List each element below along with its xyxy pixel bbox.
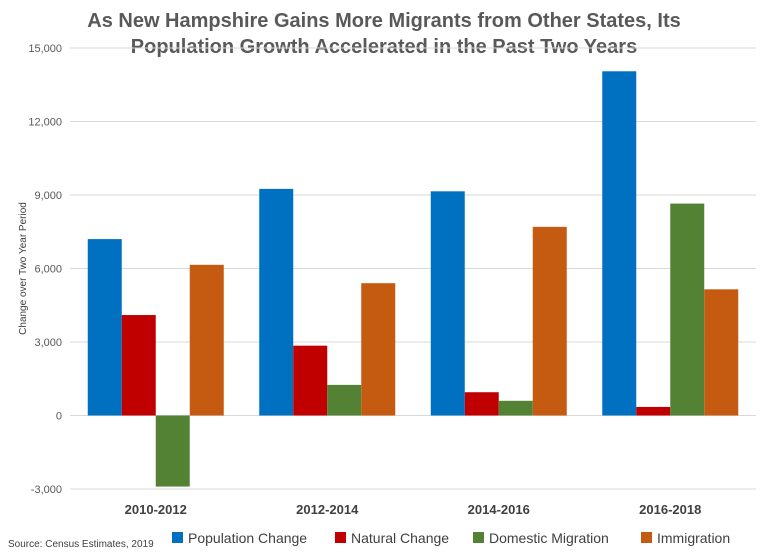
chart-title-line-1: As New Hampshire Gains More Migrants fro… — [87, 10, 681, 32]
bar-immigration-2016-2018 — [704, 289, 739, 416]
y-tick-label: 12,000 — [28, 117, 62, 129]
y-tick-label: 15,000 — [28, 43, 62, 55]
bar-domestic-migration-2014-2016 — [498, 400, 533, 416]
bar-immigration-2014-2016 — [532, 226, 567, 416]
legend-label: Natural Change — [351, 530, 449, 546]
bar-domestic-migration-2016-2018 — [670, 203, 705, 416]
bar-natural-change-2014-2016 — [464, 392, 499, 416]
y-tick-label: 6,000 — [34, 264, 62, 276]
y-tick-label: 3,000 — [34, 337, 62, 349]
x-tick-label: 2012-2014 — [296, 502, 359, 517]
y-tick-label: 0 — [56, 411, 62, 423]
bar-population-change-2014-2016 — [430, 191, 465, 416]
bar-domestic-migration-2010-2012 — [155, 415, 190, 487]
legend-label: Population Change — [188, 530, 307, 546]
x-tick-label: 2010-2012 — [125, 502, 187, 517]
legend-label: Domestic Migration — [489, 530, 609, 546]
bar-population-change-2016-2018 — [602, 71, 637, 416]
y-axis-label: Change over Two Year Period — [18, 202, 29, 335]
bar-immigration-2012-2014 — [361, 283, 396, 416]
source-note: Source: Census Estimates, 2019 — [8, 539, 154, 550]
x-tick-label: 2016-2018 — [639, 502, 701, 517]
legend-swatch — [473, 532, 484, 543]
y-tick-label: 9,000 — [34, 190, 62, 202]
chart-title-line-2: Population Growth Accelerated in the Pas… — [130, 36, 638, 58]
legend-swatch — [172, 532, 183, 543]
bar-immigration-2010-2012 — [189, 264, 224, 416]
legend-swatch — [641, 532, 652, 543]
y-tick-label: -3,000 — [31, 484, 62, 496]
bar-natural-change-2016-2018 — [636, 406, 671, 416]
bar-natural-change-2012-2014 — [293, 345, 328, 416]
bar-natural-change-2010-2012 — [121, 315, 156, 416]
x-tick-label: 2014-2016 — [468, 502, 530, 517]
bar-population-change-2010-2012 — [87, 239, 122, 416]
bar-domestic-migration-2012-2014 — [327, 384, 362, 416]
legend-swatch — [335, 532, 346, 543]
legend-label: Immigration — [657, 530, 730, 546]
bar-population-change-2012-2014 — [259, 188, 294, 416]
